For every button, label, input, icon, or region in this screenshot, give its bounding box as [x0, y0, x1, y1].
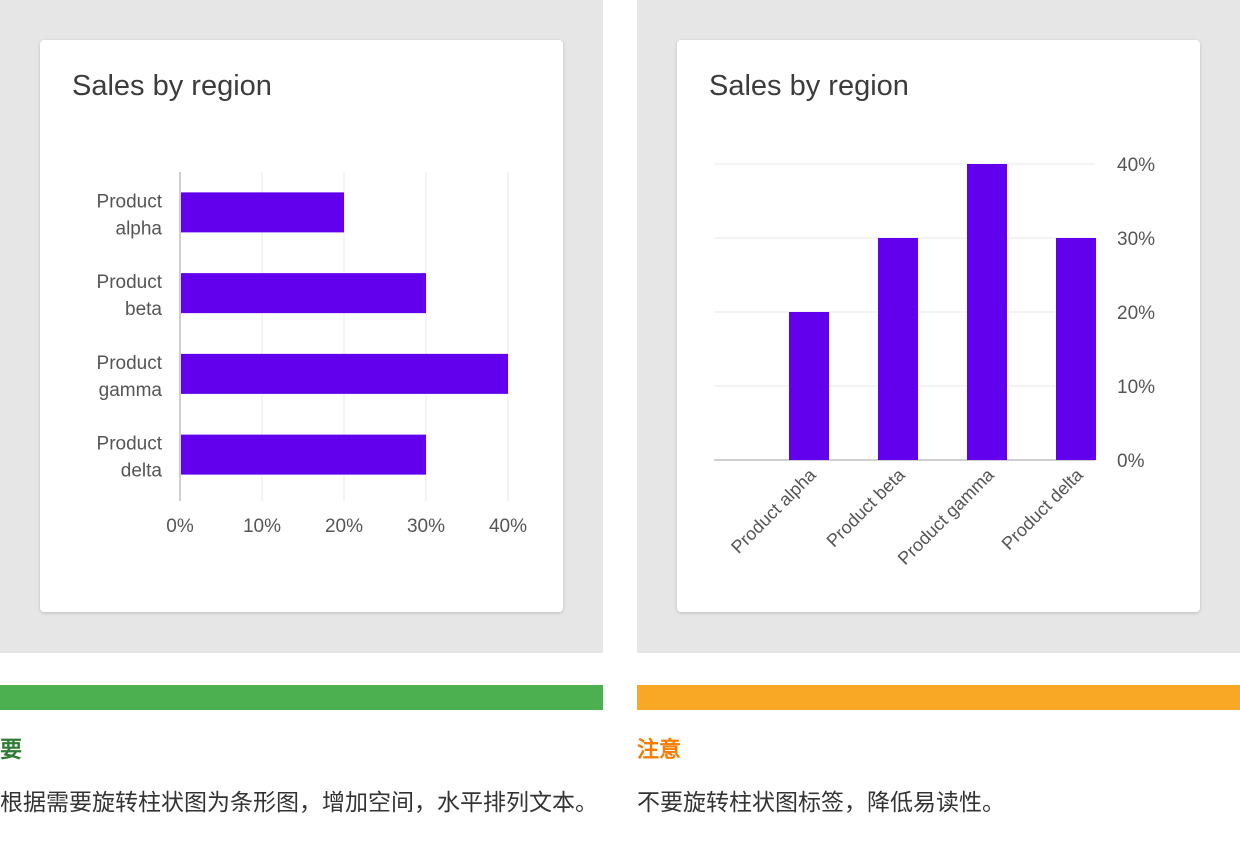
- category-label-line: delta: [121, 461, 163, 482]
- x-tick-label: 40%: [489, 516, 527, 537]
- caution-example-panel: Sales by region 0% 10% 20% 30% 40% Product al…: [637, 0, 1240, 653]
- category-label-line: Product: [97, 272, 163, 293]
- vertical-bar-chart-card: Sales by region 0% 10% 20% 30% 40% Product al…: [677, 40, 1200, 612]
- bar: [181, 434, 426, 475]
- category-label: Product alpha: [727, 464, 820, 557]
- bar: [878, 238, 918, 460]
- category-label-line: alpha: [116, 218, 163, 239]
- bar: [967, 164, 1007, 460]
- x-tick-label: 20%: [325, 516, 363, 537]
- do-label: 要: [0, 738, 23, 763]
- bar: [181, 273, 426, 314]
- x-tick-label: 10%: [243, 516, 281, 537]
- category-label: Product beta: [97, 272, 163, 320]
- x-tick-label: 0%: [166, 516, 194, 537]
- bar: [181, 353, 508, 394]
- category-label-line: beta: [125, 299, 162, 320]
- category-label-line: gamma: [99, 380, 163, 401]
- category-label: Product gamma: [97, 353, 163, 401]
- chart-title: Sales by region: [709, 70, 909, 102]
- horizontal-bar-chart-card: Sales by region 0% 10% 20% 30% 40% Product alp…: [40, 40, 563, 612]
- y-tick-label: 0%: [1117, 451, 1145, 472]
- do-indicator-strip: [0, 685, 603, 710]
- do-description: 根据需要旋转柱状图为条形图，增加空间，水平排列文本。: [0, 790, 598, 816]
- y-tick-label: 30%: [1117, 229, 1155, 250]
- y-tick-label: 10%: [1117, 377, 1155, 398]
- caution-description: 不要旋转柱状图标签，降低易读性。: [637, 790, 1005, 816]
- category-label: Product gamma: [894, 464, 999, 569]
- caution-indicator-strip: [637, 685, 1240, 710]
- category-label: Product alpha: [97, 191, 163, 239]
- category-label: Product beta: [823, 464, 910, 551]
- category-label-line: Product: [97, 353, 163, 374]
- bar: [181, 192, 344, 233]
- chart-title: Sales by region: [72, 70, 272, 102]
- caution-label: 注意: [637, 738, 682, 763]
- category-label-line: Product: [97, 191, 163, 212]
- category-label-line: Product: [97, 434, 163, 455]
- bar: [1056, 238, 1096, 460]
- category-label: Product delta: [97, 434, 163, 482]
- vertical-bar-chart: 0%10%20%30%40%Product alpha Product betaP…: [714, 155, 1155, 569]
- y-tick-label: 20%: [1117, 303, 1155, 324]
- bar: [789, 312, 829, 460]
- x-tick-label: 30%: [407, 516, 445, 537]
- do-example-panel: Sales by region 0% 10% 20% 30% 40% Product alp…: [0, 0, 603, 653]
- y-tick-label: 40%: [1117, 155, 1155, 176]
- category-label: Product delta: [998, 464, 1088, 554]
